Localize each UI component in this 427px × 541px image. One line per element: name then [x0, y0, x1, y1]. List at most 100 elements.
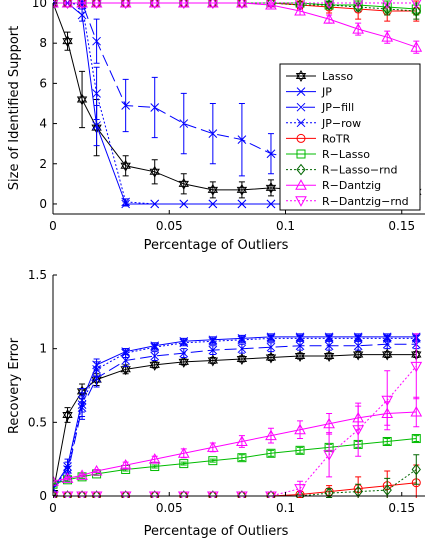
- legend-rows: Lasso JP JP−fill JP−row RoTR R−Lasso R−Lasso−r…: [286, 69, 409, 208]
- error-point: [295, 490, 305, 498]
- error-y-tick-label: 0.5: [28, 415, 47, 429]
- error-point: [208, 456, 218, 466]
- support-point: [62, 35, 73, 48]
- error-point: [323, 350, 335, 363]
- support-point: [92, 121, 101, 130]
- error-point: [62, 408, 73, 421]
- support-point: [353, 0, 364, 10]
- support-point: [120, 159, 131, 172]
- error-point: [382, 333, 392, 343]
- support-point: [294, 5, 306, 16]
- error-y-tick-label: 1.5: [28, 268, 47, 282]
- error-series-r-lasso: [53, 434, 421, 489]
- error-point: [53, 490, 58, 498]
- legend-marker: [296, 87, 306, 96]
- error-x-tick-label: 0.15: [388, 501, 415, 515]
- error-point: [323, 417, 335, 429]
- error-point: [207, 354, 219, 367]
- error-point: [323, 450, 335, 461]
- support-point: [77, 0, 88, 10]
- legend-marker: [296, 102, 306, 112]
- support-x-tick-label: 0.1: [276, 219, 295, 233]
- error-line-r-dantzig: [53, 411, 417, 482]
- support-point: [381, 31, 394, 42]
- error-point: [76, 469, 88, 480]
- support-point: [353, 1, 363, 13]
- support-point: [266, 149, 276, 159]
- error-point: [208, 345, 218, 355]
- error-point: [266, 490, 276, 498]
- legend-item-r-dantzig-rnd: R−Dantzig−rnd: [286, 195, 409, 208]
- legend-label: R−Dantzig: [322, 179, 381, 192]
- support-point: [77, 10, 87, 20]
- error-point: [237, 453, 247, 463]
- support-point: [237, 199, 247, 209]
- error-point: [352, 425, 365, 436]
- error-point: [295, 333, 305, 343]
- support-y-tick-label: 4: [39, 117, 47, 131]
- error-y-tick-label: 1: [39, 342, 47, 356]
- support-point: [208, 129, 218, 138]
- legend-label: JP: [321, 86, 332, 99]
- error-point: [119, 459, 132, 470]
- error-point: [294, 350, 306, 363]
- error-point: [265, 429, 277, 441]
- error-point: [295, 445, 305, 455]
- error-point: [382, 484, 392, 496]
- legend-marker: [296, 118, 306, 128]
- error-point: [179, 348, 189, 358]
- legend-item-r-lasso: R−Lasso: [286, 148, 370, 161]
- error-point: [61, 472, 74, 483]
- support-point: [92, 36, 101, 46]
- legend-marker: [295, 69, 307, 83]
- support-y-tick-label: 2: [39, 157, 47, 171]
- error-point: [150, 490, 160, 498]
- support-point: [91, 0, 102, 10]
- legend-marker: [295, 179, 307, 190]
- error-series-r-dantzig: [53, 396, 423, 486]
- legend-item-lasso: Lasso: [286, 69, 353, 83]
- support-point: [120, 0, 131, 10]
- error-series-group: [53, 332, 423, 498]
- error-point: [266, 333, 276, 343]
- error-point: [148, 453, 161, 464]
- error-point: [236, 435, 248, 446]
- support-point: [179, 199, 189, 209]
- error-x-tick-label: 0.05: [156, 501, 183, 515]
- error-point: [353, 333, 363, 343]
- support-x-tick-label: 0.05: [156, 219, 183, 233]
- legend-item-jp-fill: JP−fill: [286, 101, 354, 114]
- support-point: [237, 135, 247, 145]
- error-point: [91, 490, 102, 498]
- error-point: [150, 351, 160, 361]
- support-series-r-dantzig-rnd: [53, 0, 422, 10]
- error-point: [411, 434, 421, 444]
- error-point: [178, 355, 189, 368]
- support-point: [178, 177, 189, 190]
- error-point: [353, 341, 363, 351]
- recovery-error-chart: 0 0.05 0.1 0.15 0 0.5 1 1.5 Percentage of Outli…: [7, 268, 425, 539]
- error-point: [382, 348, 393, 361]
- error-point: [410, 405, 423, 417]
- support-point: [382, 3, 392, 15]
- error-point: [382, 436, 392, 446]
- legend-marker: [296, 163, 306, 176]
- error-x-tick-label: 0.1: [276, 501, 295, 515]
- support-point: [149, 0, 160, 10]
- support-point: [236, 183, 248, 196]
- error-point: [266, 448, 276, 458]
- legend-label: R−Lasso: [322, 148, 370, 161]
- legend-label: JP−row: [321, 117, 361, 130]
- support-point: [92, 89, 101, 98]
- support-point: [76, 93, 88, 106]
- support-point: [266, 199, 276, 209]
- support-point: [411, 5, 421, 17]
- support-ticks: 0 0.05 0.1 0.15 0 2 4 6 8 10: [32, 0, 415, 233]
- legend-item-r-dantzig: R−Dantzig: [286, 179, 381, 192]
- error-ticks: 0 0.05 0.1 0.15 0 0.5 1 1.5: [28, 268, 415, 515]
- support-point: [179, 119, 189, 128]
- legend-marker: [296, 133, 306, 143]
- error-point: [410, 361, 423, 373]
- support-point: [324, 0, 335, 10]
- legend-label: JP−fill: [321, 101, 354, 114]
